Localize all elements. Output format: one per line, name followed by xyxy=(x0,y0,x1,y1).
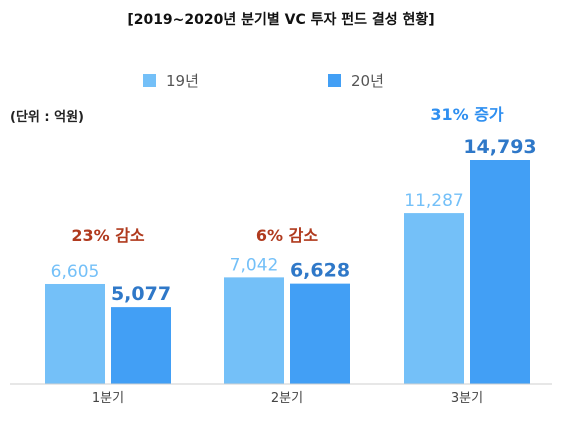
bars-group xyxy=(45,160,530,384)
legend: 19년 20년 xyxy=(143,72,384,90)
bar-2분기-19년 xyxy=(224,277,284,384)
annotations-group: 23% 감소 6% 감소 31% 증가 xyxy=(71,105,504,245)
bar-2분기-20년 xyxy=(290,283,350,384)
x-tick-1분기: 1분기 xyxy=(92,391,124,406)
bar-3분기-20년 xyxy=(470,160,530,384)
annotation-2분기: 6% 감소 xyxy=(256,226,318,245)
value-labels-group: 6,605 5,077 7,042 6,628 11,287 14,793 xyxy=(51,136,537,305)
x-tick-3분기: 3분기 xyxy=(451,391,483,406)
legend-swatch-20 xyxy=(328,74,341,87)
annotation-3분기: 31% 증가 xyxy=(430,105,504,124)
legend-label-20: 20년 xyxy=(351,72,384,90)
value-label-1분기-20년: 5,077 xyxy=(111,283,171,305)
bar-1분기-19년 xyxy=(45,283,105,384)
unit-note: (단위 : 억원) xyxy=(10,109,84,125)
bar-1분기-20년 xyxy=(111,307,171,384)
chart-title: [2019~2020년 분기별 VC 투자 펀드 결성 현황] xyxy=(127,11,434,28)
annotation-1분기: 23% 감소 xyxy=(71,226,145,245)
value-label-2분기-19년: 7,042 xyxy=(230,255,279,275)
legend-swatch-19 xyxy=(143,74,156,87)
legend-label-19: 19년 xyxy=(166,72,199,90)
x-tick-2분기: 2분기 xyxy=(271,391,303,406)
x-tick-labels: 1분기 2분기 3분기 xyxy=(92,391,483,406)
value-label-3분기-19년: 11,287 xyxy=(404,191,463,211)
value-label-1분기-19년: 6,605 xyxy=(51,262,100,282)
value-label-3분기-20년: 14,793 xyxy=(463,136,536,158)
value-label-2분기-20년: 6,628 xyxy=(290,260,350,282)
bar-3분기-19년 xyxy=(404,213,464,384)
